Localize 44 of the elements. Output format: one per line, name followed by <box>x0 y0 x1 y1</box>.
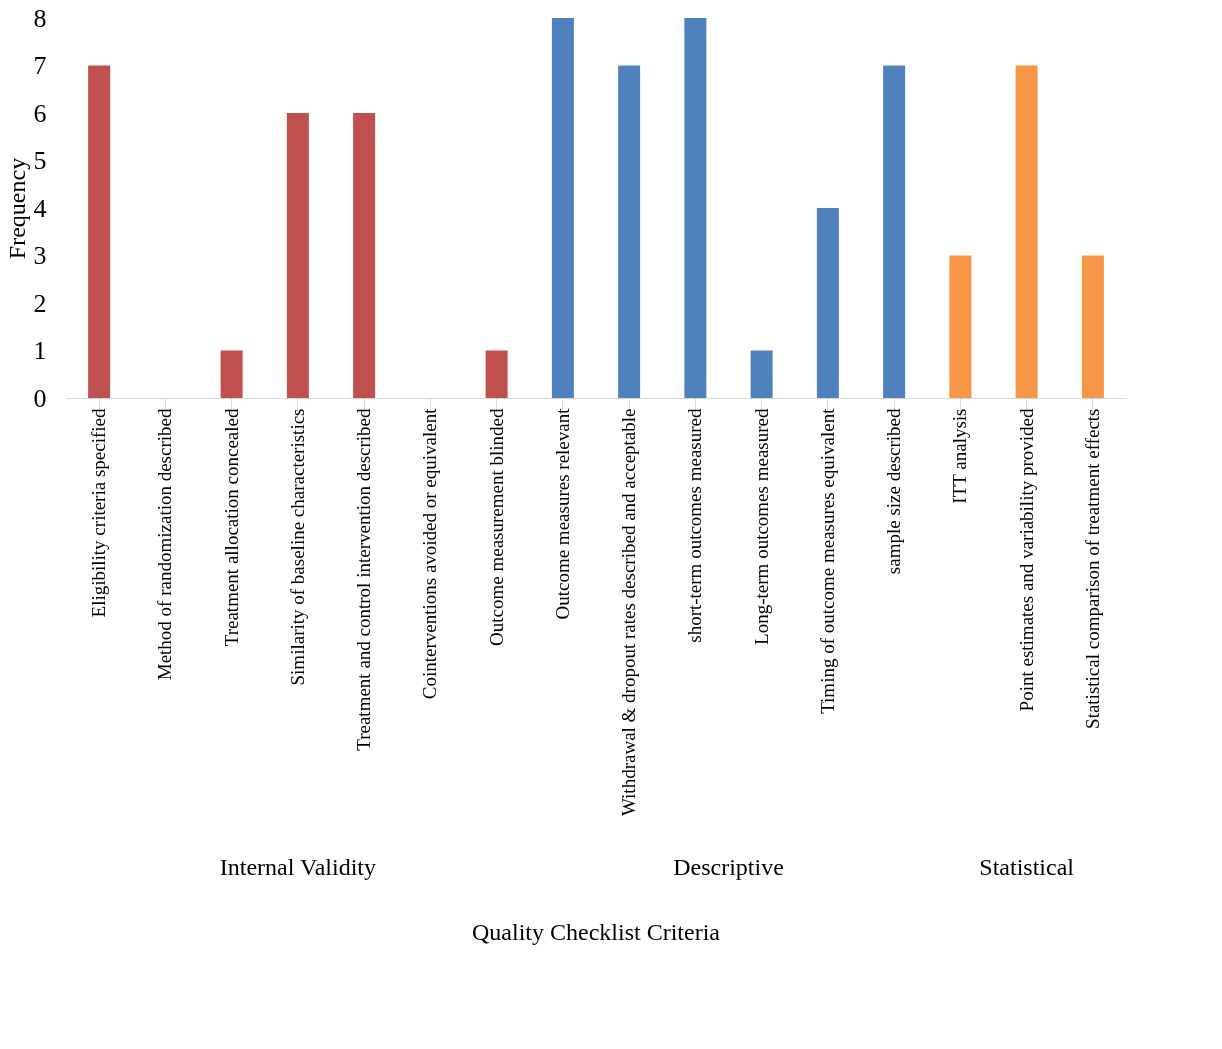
x-tick-label: Long-term outcomes measured <box>750 408 772 645</box>
bar <box>286 113 309 398</box>
x-tick-label: Timing of outcome measures equivalent <box>816 407 838 714</box>
bar <box>551 18 574 398</box>
y-tick-label: 3 <box>33 241 47 270</box>
text: Descriptive <box>673 854 784 880</box>
bar <box>220 350 243 398</box>
bar <box>949 255 972 398</box>
x-tick-label: short-term outcomes measured <box>684 408 706 643</box>
y-tick-label: 0 <box>33 383 47 413</box>
x-tick-label: Similarity of baseline characteristics <box>286 408 308 686</box>
bar <box>1081 255 1104 398</box>
x-tick-label: Point estimates and variability provided <box>1015 408 1037 712</box>
y-tick-label: 8 <box>33 3 47 33</box>
x-axis-title: Quality Checklist Criteria <box>472 919 721 945</box>
y-tick-label: 7 <box>33 51 47 80</box>
x-tick-label: Treatment and control intervention described <box>353 408 375 751</box>
bar <box>883 65 906 398</box>
bar <box>816 208 839 398</box>
y-tick-label: 1 <box>33 336 47 365</box>
bar <box>618 65 641 398</box>
y-tick-label: 6 <box>33 98 47 128</box>
bar <box>1015 65 1038 398</box>
bar <box>88 65 111 398</box>
y-tick-label: 2 <box>33 288 47 318</box>
x-tick-label: Outcome measures relevant <box>551 407 573 620</box>
x-tick-label: Statistical comparison of treatment effects <box>1081 408 1103 729</box>
bar <box>684 18 707 398</box>
x-tick-label: sample size described <box>883 408 905 575</box>
x-tick-label: Eligibility criteria specified <box>88 408 110 618</box>
y-tick-label: 4 <box>33 193 47 223</box>
text: Internal Validity <box>219 854 376 880</box>
x-tick-label: Outcome measurement blinded <box>485 408 507 646</box>
text: Statistical <box>979 854 1075 880</box>
x-tick-label: Withdrawal & dropout rates described and acceptable <box>618 408 640 817</box>
bar <box>353 113 376 398</box>
bar <box>750 350 773 398</box>
x-tick-label: Method of randomization described <box>154 408 176 681</box>
bar <box>485 350 508 398</box>
x-tick-label: Cointerventions avoided or equivalent <box>419 407 441 700</box>
x-tick-label: Treatment allocation concealed <box>220 408 242 647</box>
y-axis-title: Frequency <box>3 157 30 260</box>
y-tick-label: 5 <box>33 146 47 175</box>
x-tick-label: ITT analysis <box>949 408 971 504</box>
